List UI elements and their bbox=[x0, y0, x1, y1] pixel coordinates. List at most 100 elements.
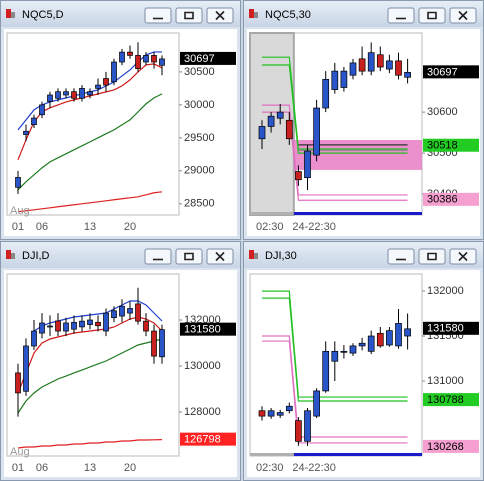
price-label: 131580 bbox=[184, 324, 221, 336]
candle-body bbox=[79, 88, 85, 99]
candle-body bbox=[119, 51, 125, 63]
restore-icon bbox=[427, 252, 437, 261]
candle-body bbox=[295, 420, 302, 442]
x-sublabel: Aug bbox=[10, 446, 30, 458]
price-label-box bbox=[423, 393, 479, 407]
x-tick-label: 06 bbox=[36, 462, 48, 474]
candle-body bbox=[135, 303, 141, 322]
x-tick-label: 20 bbox=[124, 462, 136, 474]
minimize-button[interactable] bbox=[387, 7, 415, 24]
candle-body bbox=[358, 58, 366, 72]
indicator-line bbox=[17, 439, 163, 449]
window-title: NQC5,D bbox=[22, 9, 64, 21]
candle-body bbox=[95, 321, 101, 327]
candle-body bbox=[63, 322, 69, 332]
y-tick-label: 128000 bbox=[184, 406, 221, 418]
candle-body bbox=[349, 62, 357, 76]
y-tick-label: 28500 bbox=[184, 198, 215, 210]
minimize-button[interactable] bbox=[387, 248, 415, 265]
restore-button[interactable] bbox=[175, 248, 203, 265]
candle-body bbox=[267, 115, 275, 127]
price-label-box bbox=[180, 51, 236, 65]
candle-body bbox=[71, 91, 77, 99]
price-label-box bbox=[180, 322, 236, 336]
price-label-box bbox=[423, 439, 479, 453]
pre-session-bar bbox=[250, 212, 294, 215]
price-label: 126798 bbox=[184, 434, 221, 446]
candle-body bbox=[376, 332, 384, 347]
x-sublabel: Aug bbox=[10, 205, 30, 217]
candle-body bbox=[395, 323, 402, 347]
window-icon bbox=[6, 9, 11, 18]
candle-body bbox=[111, 310, 117, 319]
candle-body bbox=[367, 52, 375, 72]
candle-body bbox=[395, 60, 402, 76]
indicator-line bbox=[262, 64, 408, 154]
y-tick-label: 132000 bbox=[427, 285, 464, 297]
x-tick-label: 13 bbox=[84, 462, 96, 474]
candle-body bbox=[23, 345, 29, 392]
y-tick-label: 131000 bbox=[427, 375, 464, 387]
close-icon bbox=[215, 10, 225, 21]
session-bar bbox=[293, 212, 422, 215]
candle-body bbox=[15, 177, 21, 188]
price-label: 30386 bbox=[427, 194, 458, 206]
price-label-box bbox=[180, 432, 236, 446]
candle-body bbox=[267, 410, 275, 417]
y-tick-label: 29500 bbox=[184, 132, 215, 144]
x-tick-label: 06 bbox=[36, 221, 48, 233]
window-title: NQC5,30 bbox=[265, 9, 311, 21]
plot-frame bbox=[6, 32, 180, 216]
price-label: 131580 bbox=[427, 323, 464, 335]
candle-body bbox=[304, 150, 311, 179]
close-icon bbox=[458, 251, 468, 262]
x-tick-label: 02:30 bbox=[256, 462, 284, 474]
x-tick-label: 24-22:30 bbox=[292, 462, 335, 474]
price-label-box bbox=[423, 192, 479, 206]
y-tick-label: 29000 bbox=[184, 165, 215, 177]
candle-body bbox=[23, 130, 29, 135]
y-tick-label: 30600 bbox=[427, 106, 458, 118]
price-label: 30697 bbox=[184, 53, 215, 65]
indicator-line bbox=[262, 335, 408, 438]
candle-body bbox=[63, 91, 69, 96]
price-label: 30518 bbox=[427, 140, 458, 152]
candle-body bbox=[39, 322, 45, 334]
session-bar bbox=[293, 453, 422, 456]
window-icon bbox=[254, 253, 258, 259]
candle-body bbox=[340, 70, 348, 88]
restore-button[interactable] bbox=[418, 248, 446, 265]
candle-body bbox=[258, 126, 266, 140]
restore-button[interactable] bbox=[418, 7, 446, 24]
indicator-line bbox=[262, 290, 408, 398]
candle-body bbox=[127, 51, 133, 56]
candle-body bbox=[95, 84, 101, 89]
indicator-line bbox=[262, 297, 408, 402]
window-icon bbox=[11, 253, 15, 259]
candle-body bbox=[367, 335, 375, 352]
minimize-button[interactable] bbox=[144, 7, 172, 24]
restore-icon bbox=[184, 11, 194, 20]
window-icon bbox=[254, 12, 258, 18]
candle-body bbox=[340, 350, 348, 353]
restore-button[interactable] bbox=[175, 7, 203, 24]
y-tick-label: 130000 bbox=[184, 360, 221, 372]
candle-body bbox=[79, 320, 85, 328]
candle-body bbox=[386, 330, 393, 346]
candle-body bbox=[103, 78, 109, 86]
candle-body bbox=[31, 117, 37, 126]
window-icon bbox=[11, 12, 15, 18]
candle-body bbox=[15, 372, 21, 394]
candle-body bbox=[349, 345, 357, 354]
candle-body bbox=[322, 350, 330, 392]
candle-body bbox=[87, 319, 93, 325]
minimize-button[interactable] bbox=[144, 248, 172, 265]
candle-body bbox=[276, 412, 284, 416]
close-icon bbox=[458, 10, 468, 21]
candle-body bbox=[159, 329, 165, 358]
candle-body bbox=[143, 55, 149, 63]
candle-body bbox=[55, 91, 61, 99]
window-title: DJI,30 bbox=[265, 250, 297, 262]
